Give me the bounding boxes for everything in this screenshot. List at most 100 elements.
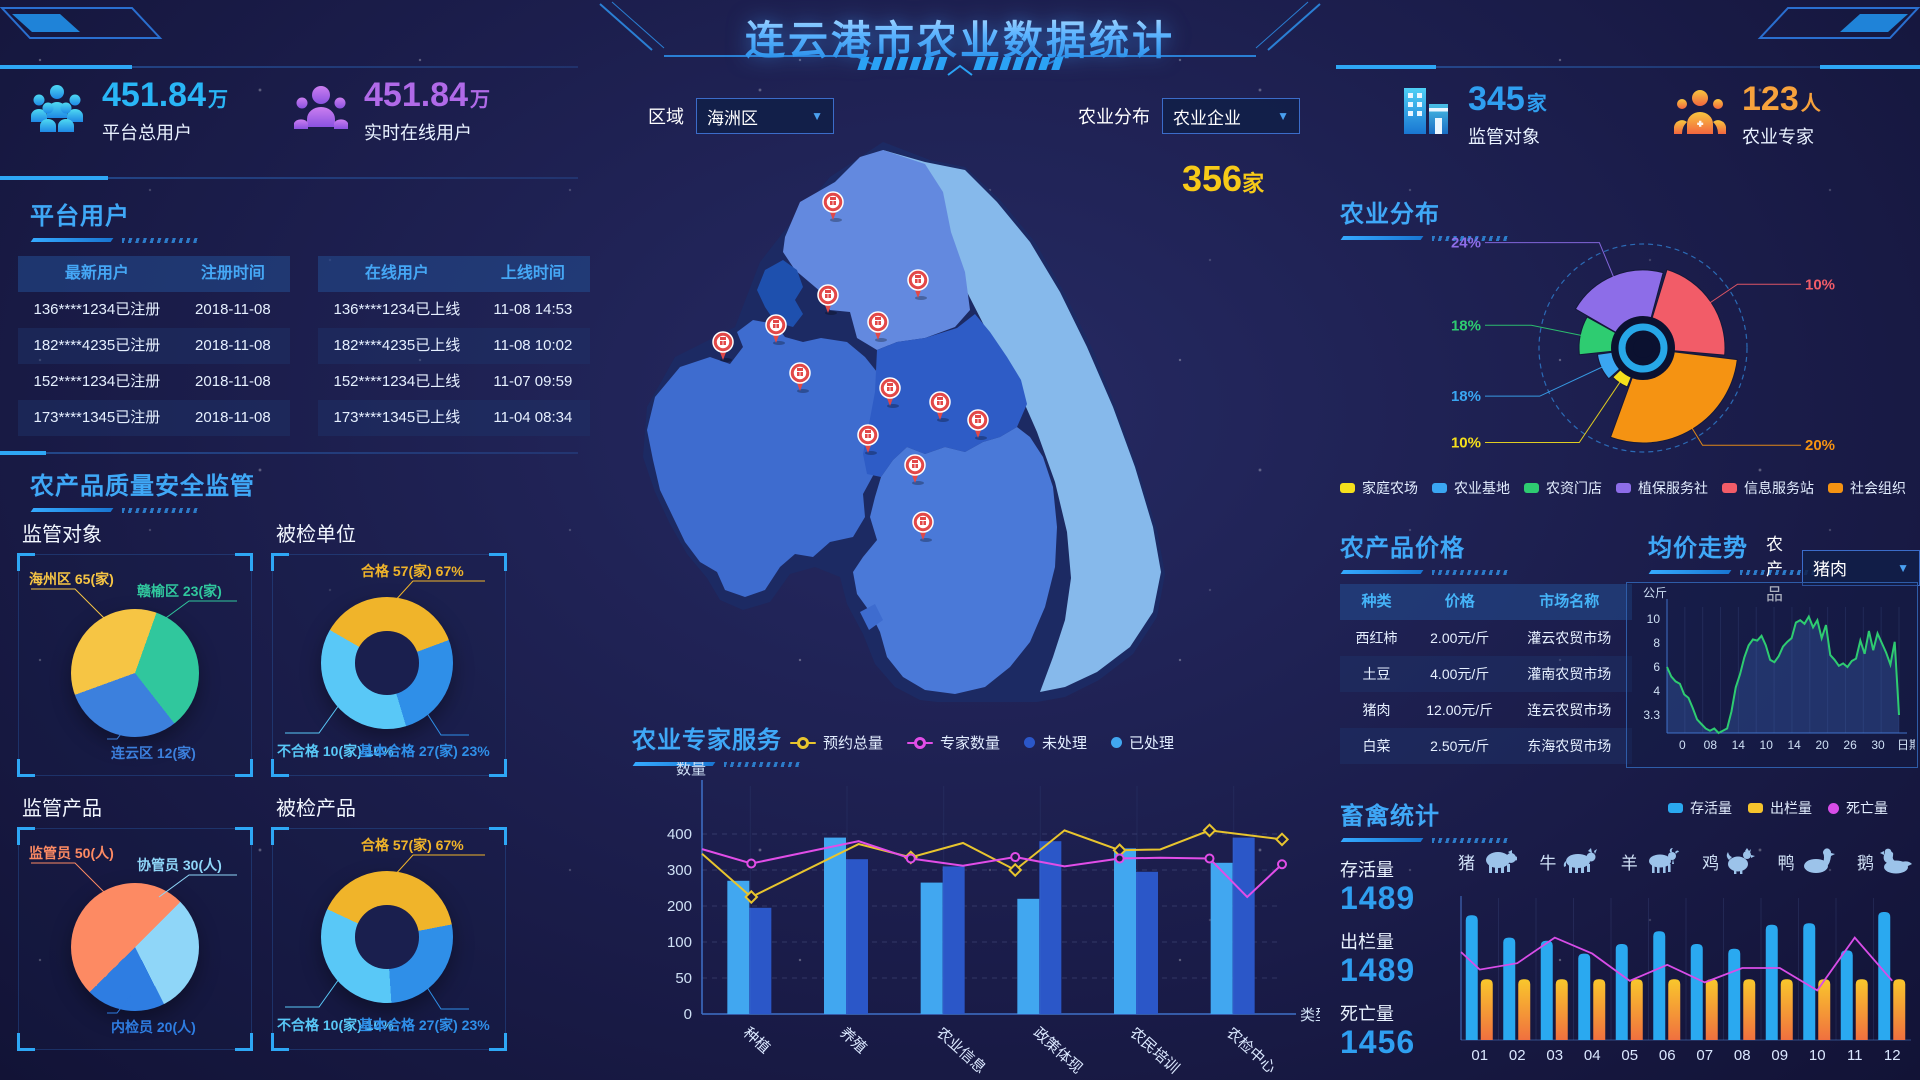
swatch-icon bbox=[1722, 483, 1737, 493]
goat-icon bbox=[1648, 848, 1679, 873]
chart-box-inspected-products: 合格 57(家) 67% 不合格 10(家) 10% 基本合格 27(家) 23… bbox=[271, 827, 507, 1051]
map-pin[interactable] bbox=[929, 391, 951, 422]
swatch-icon bbox=[1432, 483, 1447, 493]
svg-text:0: 0 bbox=[684, 1006, 692, 1023]
left-mid-divider bbox=[0, 451, 578, 455]
legend-item[interactable]: 存活量 bbox=[1668, 798, 1732, 818]
stat-value: 123 bbox=[1742, 80, 1799, 118]
svg-text:4: 4 bbox=[1653, 684, 1660, 698]
price-trend-chart: 3.3 4 6 8 10 公斤日期 0 08 14 10 14 20 26 30 bbox=[1643, 586, 1920, 752]
section-title-expert-services: 农业专家服务 bbox=[632, 720, 832, 769]
stat-supervised: 345 家 监管对象 bbox=[1398, 82, 1547, 149]
pie-supervise-objects[interactable] bbox=[71, 609, 199, 737]
right-top-divider bbox=[1336, 65, 1920, 69]
left-top-divider bbox=[0, 65, 578, 69]
map-pin[interactable] bbox=[867, 311, 889, 342]
animal-pig: 猪 bbox=[1458, 848, 1517, 874]
legend-item[interactable]: 农业基地 bbox=[1432, 478, 1510, 498]
pie-label: 连云区 12(家) bbox=[111, 745, 196, 761]
svg-text:05: 05 bbox=[1621, 1047, 1638, 1064]
legend-item[interactable]: 信息服务站 bbox=[1722, 478, 1814, 498]
online-users-table: 在线用户 上线时间 136****1234已上线 11-08 14:53 182*… bbox=[318, 256, 590, 436]
distribution-select[interactable]: 农业企业 ▼ bbox=[1162, 98, 1300, 134]
chicken-icon bbox=[1726, 848, 1756, 874]
svg-text:08: 08 bbox=[1734, 1047, 1751, 1064]
trend-product-control: 农产品 猪肉 ▼ bbox=[1766, 530, 1920, 605]
legend-item[interactable]: 已处理 bbox=[1111, 732, 1174, 753]
svg-text:6: 6 bbox=[1653, 660, 1660, 674]
legend-item[interactable]: 未处理 bbox=[1024, 732, 1087, 753]
pie-label: 内检员 20(人) bbox=[111, 1019, 196, 1035]
legend-item[interactable]: 植保服务社 bbox=[1616, 478, 1708, 498]
legend-item[interactable]: 农资门店 bbox=[1524, 478, 1602, 498]
region-map[interactable] bbox=[625, 142, 1305, 702]
swatch-icon bbox=[1616, 483, 1631, 493]
pie-supervise-products[interactable] bbox=[71, 883, 199, 1011]
donut-label: 合格 57(家) 67% bbox=[361, 837, 464, 853]
livestock-stat-value: 1489 bbox=[1340, 880, 1416, 916]
donut-label: 基本合格 27(家) 23% bbox=[359, 1017, 490, 1033]
svg-text:农检中心: 农检中心 bbox=[1223, 1024, 1279, 1076]
map-pin[interactable] bbox=[765, 314, 787, 345]
pig-icon bbox=[1486, 850, 1517, 873]
legend-item[interactable]: 专家数量 bbox=[907, 732, 1000, 753]
map-pin[interactable] bbox=[817, 284, 839, 315]
svg-text:20: 20 bbox=[1815, 738, 1829, 752]
legend-item[interactable]: 预约总量 bbox=[790, 732, 883, 753]
cow-icon bbox=[1564, 848, 1598, 873]
expert-legend: 预约总量 专家数量 未处理 已处理 bbox=[790, 732, 1198, 753]
map-pin[interactable] bbox=[967, 409, 989, 440]
animal-goose: 鹅 bbox=[1857, 848, 1914, 874]
pie-label: 监管员 50(人) bbox=[29, 845, 114, 861]
region-select[interactable]: 海洲区 ▼ bbox=[696, 98, 834, 134]
trend-product-select[interactable]: 猪肉 ▼ bbox=[1802, 549, 1920, 586]
svg-text:100: 100 bbox=[667, 934, 692, 951]
svg-text:14: 14 bbox=[1732, 738, 1746, 752]
subtitle-inspected-units: 被检单位 bbox=[276, 524, 356, 546]
livestock-chart: 01 02 03 04 05 06 07 08 09 10 11 12 bbox=[1460, 896, 1911, 1064]
map-pin[interactable] bbox=[822, 191, 844, 222]
map-pin[interactable] bbox=[879, 377, 901, 408]
table-row: 土豆 4.00元/斤 灌南农贸市场 bbox=[1340, 656, 1632, 692]
svg-text:日期: 日期 bbox=[1897, 738, 1915, 752]
livestock-stat-value: 1489 bbox=[1340, 952, 1416, 988]
section-title-prices: 农产品价格 bbox=[1340, 528, 1510, 577]
svg-text:0: 0 bbox=[1679, 738, 1686, 752]
subtitle-supervise-products: 监管产品 bbox=[22, 798, 102, 820]
legend-item[interactable]: 出栏量 bbox=[1748, 798, 1812, 818]
donut-inspected-products[interactable] bbox=[321, 871, 453, 1003]
distribution-control: 农业分布 农业企业 ▼ bbox=[1078, 98, 1300, 134]
col-header: 最新用户 bbox=[64, 265, 129, 282]
map-pin-layer bbox=[712, 191, 989, 542]
legend-item[interactable]: 家庭农场 bbox=[1340, 478, 1418, 498]
donut-inspected-units[interactable] bbox=[321, 597, 453, 729]
map-west-region bbox=[647, 320, 883, 597]
building-icon bbox=[1398, 86, 1454, 145]
animal-goat: 羊 bbox=[1621, 848, 1680, 874]
map-pin[interactable] bbox=[904, 454, 926, 485]
section-title-distribution: 农业分布 bbox=[1340, 194, 1510, 243]
table-row: 136****1234已上线 11-08 14:53 bbox=[333, 301, 573, 318]
legend-item[interactable]: 死亡量 bbox=[1828, 798, 1888, 818]
svg-text:400: 400 bbox=[667, 826, 692, 843]
online-users-icon bbox=[292, 81, 350, 142]
svg-text:200: 200 bbox=[667, 898, 692, 915]
map-pin[interactable] bbox=[789, 362, 811, 393]
map-pin[interactable] bbox=[857, 424, 879, 455]
legend-item[interactable]: 社会组织 bbox=[1828, 478, 1906, 498]
svg-text:03: 03 bbox=[1546, 1047, 1563, 1064]
stat-unit: 万 bbox=[470, 89, 490, 111]
col-header: 在线用户 bbox=[364, 265, 429, 282]
map-pin[interactable] bbox=[912, 511, 934, 542]
table-row: 西红柿 2.00元/斤 灌云农贸市场 bbox=[1355, 630, 1612, 646]
line-marker-icon bbox=[907, 736, 934, 749]
experts-icon bbox=[1672, 86, 1728, 145]
distribution-rose-chart: 24% 10% 20% 10% 18% 18% bbox=[1451, 235, 1835, 455]
map-pin[interactable] bbox=[907, 269, 929, 300]
stat-unit: 人 bbox=[1800, 93, 1821, 115]
svg-text:300: 300 bbox=[667, 862, 692, 879]
swatch-icon bbox=[1524, 483, 1539, 493]
swatch-icon bbox=[1668, 803, 1683, 813]
swatch-icon bbox=[1748, 803, 1763, 813]
map-pin[interactable] bbox=[712, 331, 734, 362]
